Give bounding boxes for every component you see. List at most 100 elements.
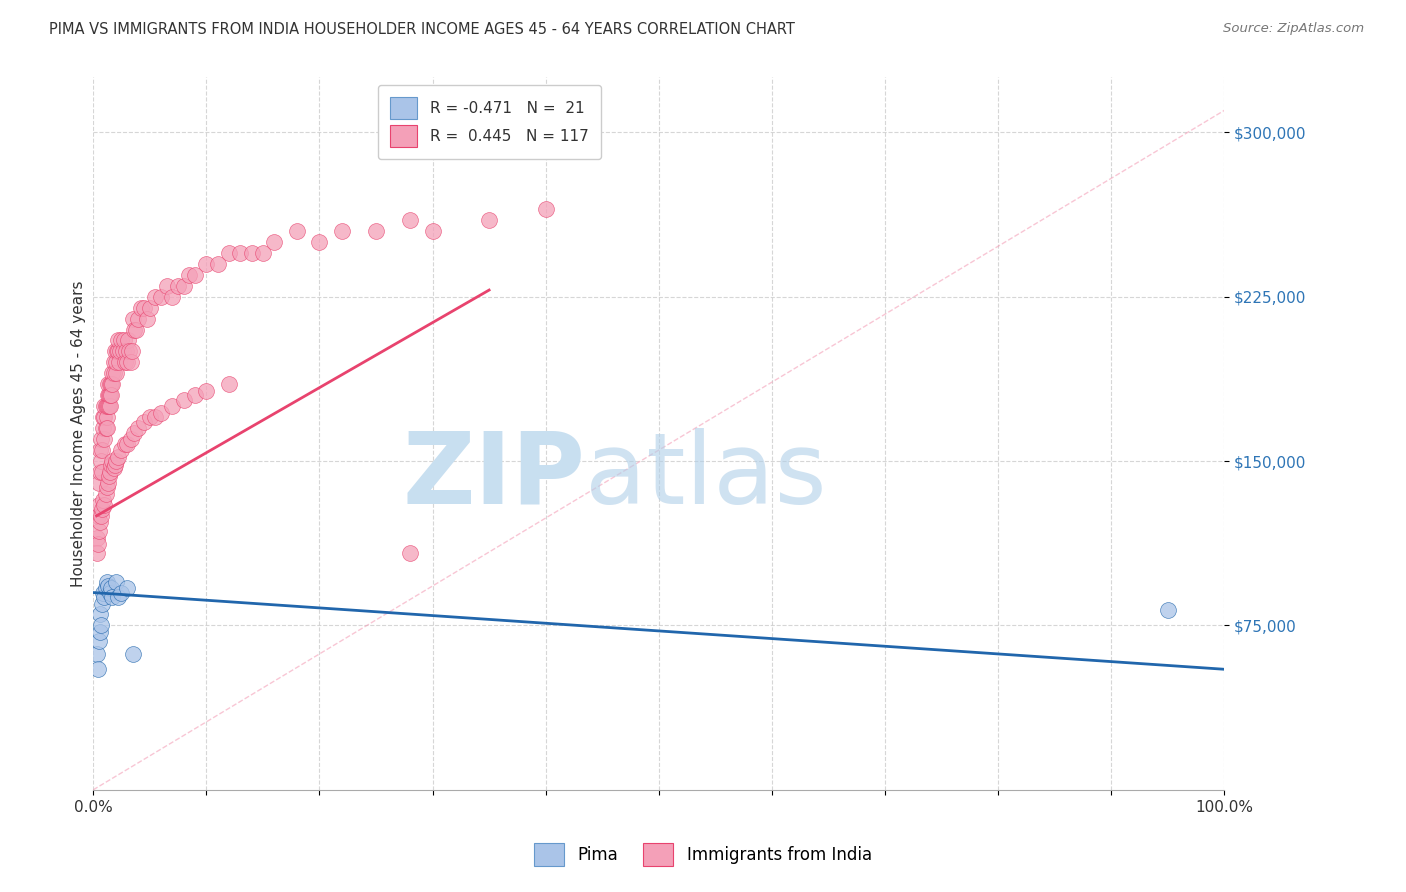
Point: [104, 355, 127, 369]
Point: [93, 585, 115, 599]
Point: [121, 311, 143, 326]
Point: [89, 607, 111, 622]
Point: [100, 581, 122, 595]
Point: [330, 224, 353, 238]
Point: [91, 502, 114, 516]
Point: [110, 443, 132, 458]
Point: [285, 224, 308, 238]
Point: [132, 301, 155, 315]
Point: [91, 443, 114, 458]
Point: [93, 421, 115, 435]
Point: [179, 268, 201, 282]
Point: [184, 268, 207, 282]
Point: [114, 355, 136, 369]
Point: [139, 301, 162, 315]
Point: [107, 334, 129, 348]
Point: [145, 290, 167, 304]
Point: [129, 301, 152, 315]
Point: [115, 355, 138, 369]
Point: [97, 475, 120, 490]
Point: [97, 388, 120, 402]
Point: [103, 460, 125, 475]
Point: [86, 537, 108, 551]
Point: [136, 311, 159, 326]
Point: [96, 574, 118, 589]
Point: [94, 581, 117, 595]
Point: [87, 633, 110, 648]
Point: [93, 432, 115, 446]
Point: [104, 344, 127, 359]
Point: [98, 399, 121, 413]
Point: [98, 465, 121, 479]
Point: [100, 388, 122, 402]
Point: [399, 213, 422, 227]
Point: [195, 384, 218, 398]
Point: [108, 355, 131, 369]
Point: [104, 454, 127, 468]
Point: [105, 344, 128, 359]
Point: [97, 579, 120, 593]
Point: [107, 344, 129, 359]
Point: [91, 597, 114, 611]
Point: [86, 662, 108, 676]
Point: [96, 410, 118, 425]
Point: [90, 508, 112, 523]
Point: [252, 245, 274, 260]
Point: [218, 377, 240, 392]
Point: [121, 344, 143, 359]
Point: [145, 410, 167, 425]
Point: [89, 516, 111, 530]
Point: [121, 647, 143, 661]
Point: [98, 399, 121, 413]
Point: [94, 421, 117, 435]
Point: [122, 425, 145, 440]
Legend: R = -0.471   N =  21, R =  0.445   N = 117: R = -0.471 N = 21, R = 0.445 N = 117: [378, 85, 600, 159]
Point: [422, 224, 444, 238]
Point: [97, 377, 120, 392]
Point: [98, 585, 121, 599]
Point: [101, 377, 124, 392]
Point: [98, 469, 121, 483]
Point: [101, 590, 124, 604]
Point: [162, 399, 184, 413]
Point: [90, 618, 112, 632]
Point: [173, 278, 195, 293]
Point: [150, 290, 173, 304]
Point: [86, 647, 108, 661]
Point: [107, 590, 129, 604]
Point: [167, 278, 190, 293]
Point: [132, 415, 155, 429]
Point: [103, 355, 125, 369]
Point: [87, 475, 110, 490]
Point: [218, 245, 240, 260]
Point: [93, 493, 115, 508]
Point: [125, 322, 148, 336]
Point: [97, 399, 120, 413]
Point: [117, 334, 139, 348]
Point: [89, 465, 111, 479]
Point: [104, 574, 127, 589]
Text: PIMA VS IMMIGRANTS FROM INDIA HOUSEHOLDER INCOME AGES 45 - 64 YEARS CORRELATION : PIMA VS IMMIGRANTS FROM INDIA HOUSEHOLDE…: [49, 22, 794, 37]
Point: [156, 278, 179, 293]
Point: [127, 421, 149, 435]
Point: [104, 367, 127, 381]
Point: [534, 202, 557, 216]
Point: [86, 531, 108, 545]
Point: [91, 465, 114, 479]
Point: [86, 546, 108, 560]
Point: [87, 498, 110, 512]
Point: [115, 436, 138, 450]
Point: [120, 355, 142, 369]
Point: [122, 322, 145, 336]
Point: [100, 458, 122, 473]
Point: [96, 421, 118, 435]
Point: [110, 334, 132, 348]
Point: [90, 432, 112, 446]
Text: atlas: atlas: [585, 428, 827, 524]
Point: [110, 585, 132, 599]
Point: [111, 344, 134, 359]
Point: [112, 334, 135, 348]
Point: [100, 377, 122, 392]
Point: [364, 224, 387, 238]
Point: [94, 399, 117, 413]
